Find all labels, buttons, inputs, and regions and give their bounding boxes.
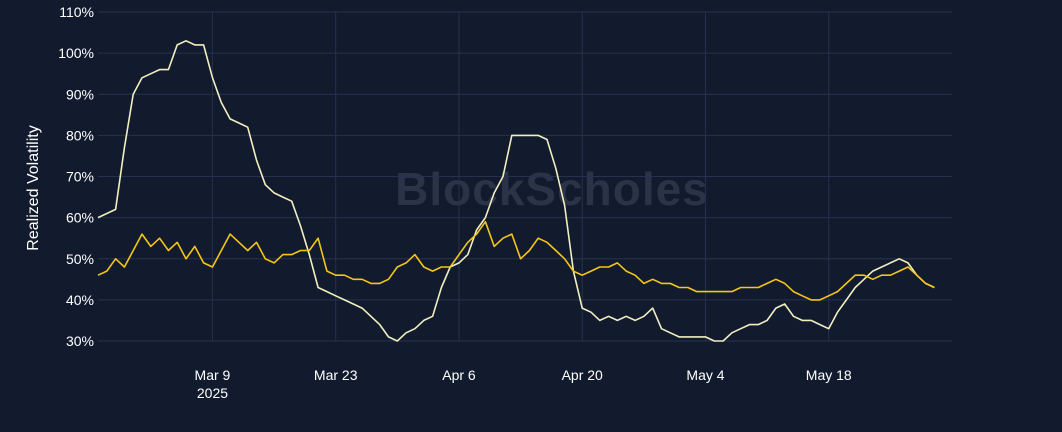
x-axis-ticks: Mar 9 2025 Mar 23 Apr 6 Apr 20 May 4 May 18 <box>195 367 852 401</box>
x-tick-label: Mar 23 <box>314 367 358 383</box>
y-tick-label: 70% <box>66 169 94 185</box>
x-tick-label: Mar 9 <box>195 367 231 383</box>
grid <box>98 11 952 342</box>
y-tick-label: 100% <box>58 45 94 61</box>
series-lines <box>97 40 935 342</box>
x-tick-label: May 18 <box>806 367 852 383</box>
x-tick-sublabel: 2025 <box>197 385 228 401</box>
x-tick-label: May 4 <box>686 367 724 383</box>
y-tick-label: 110% <box>59 4 94 20</box>
x-tick-label: Apr 6 <box>442 367 476 383</box>
y-tick-label: 80% <box>66 127 94 143</box>
x-tick-label: Apr 20 <box>562 367 603 383</box>
y-tick-label: 90% <box>66 86 94 102</box>
y-tick-label: 50% <box>66 251 94 267</box>
series-line-1 <box>97 40 935 342</box>
y-tick-label: 30% <box>66 333 94 349</box>
y-tick-label: 60% <box>66 210 94 226</box>
watermark: BlockScholes <box>395 163 709 215</box>
y-axis-ticks: 30% 40% 50% 60% 70% 80% 90% 100% 110% <box>58 4 94 349</box>
y-tick-label: 40% <box>66 292 94 308</box>
y-axis-label: Realized Volatility <box>25 125 42 250</box>
series-line-2 <box>97 220 935 301</box>
